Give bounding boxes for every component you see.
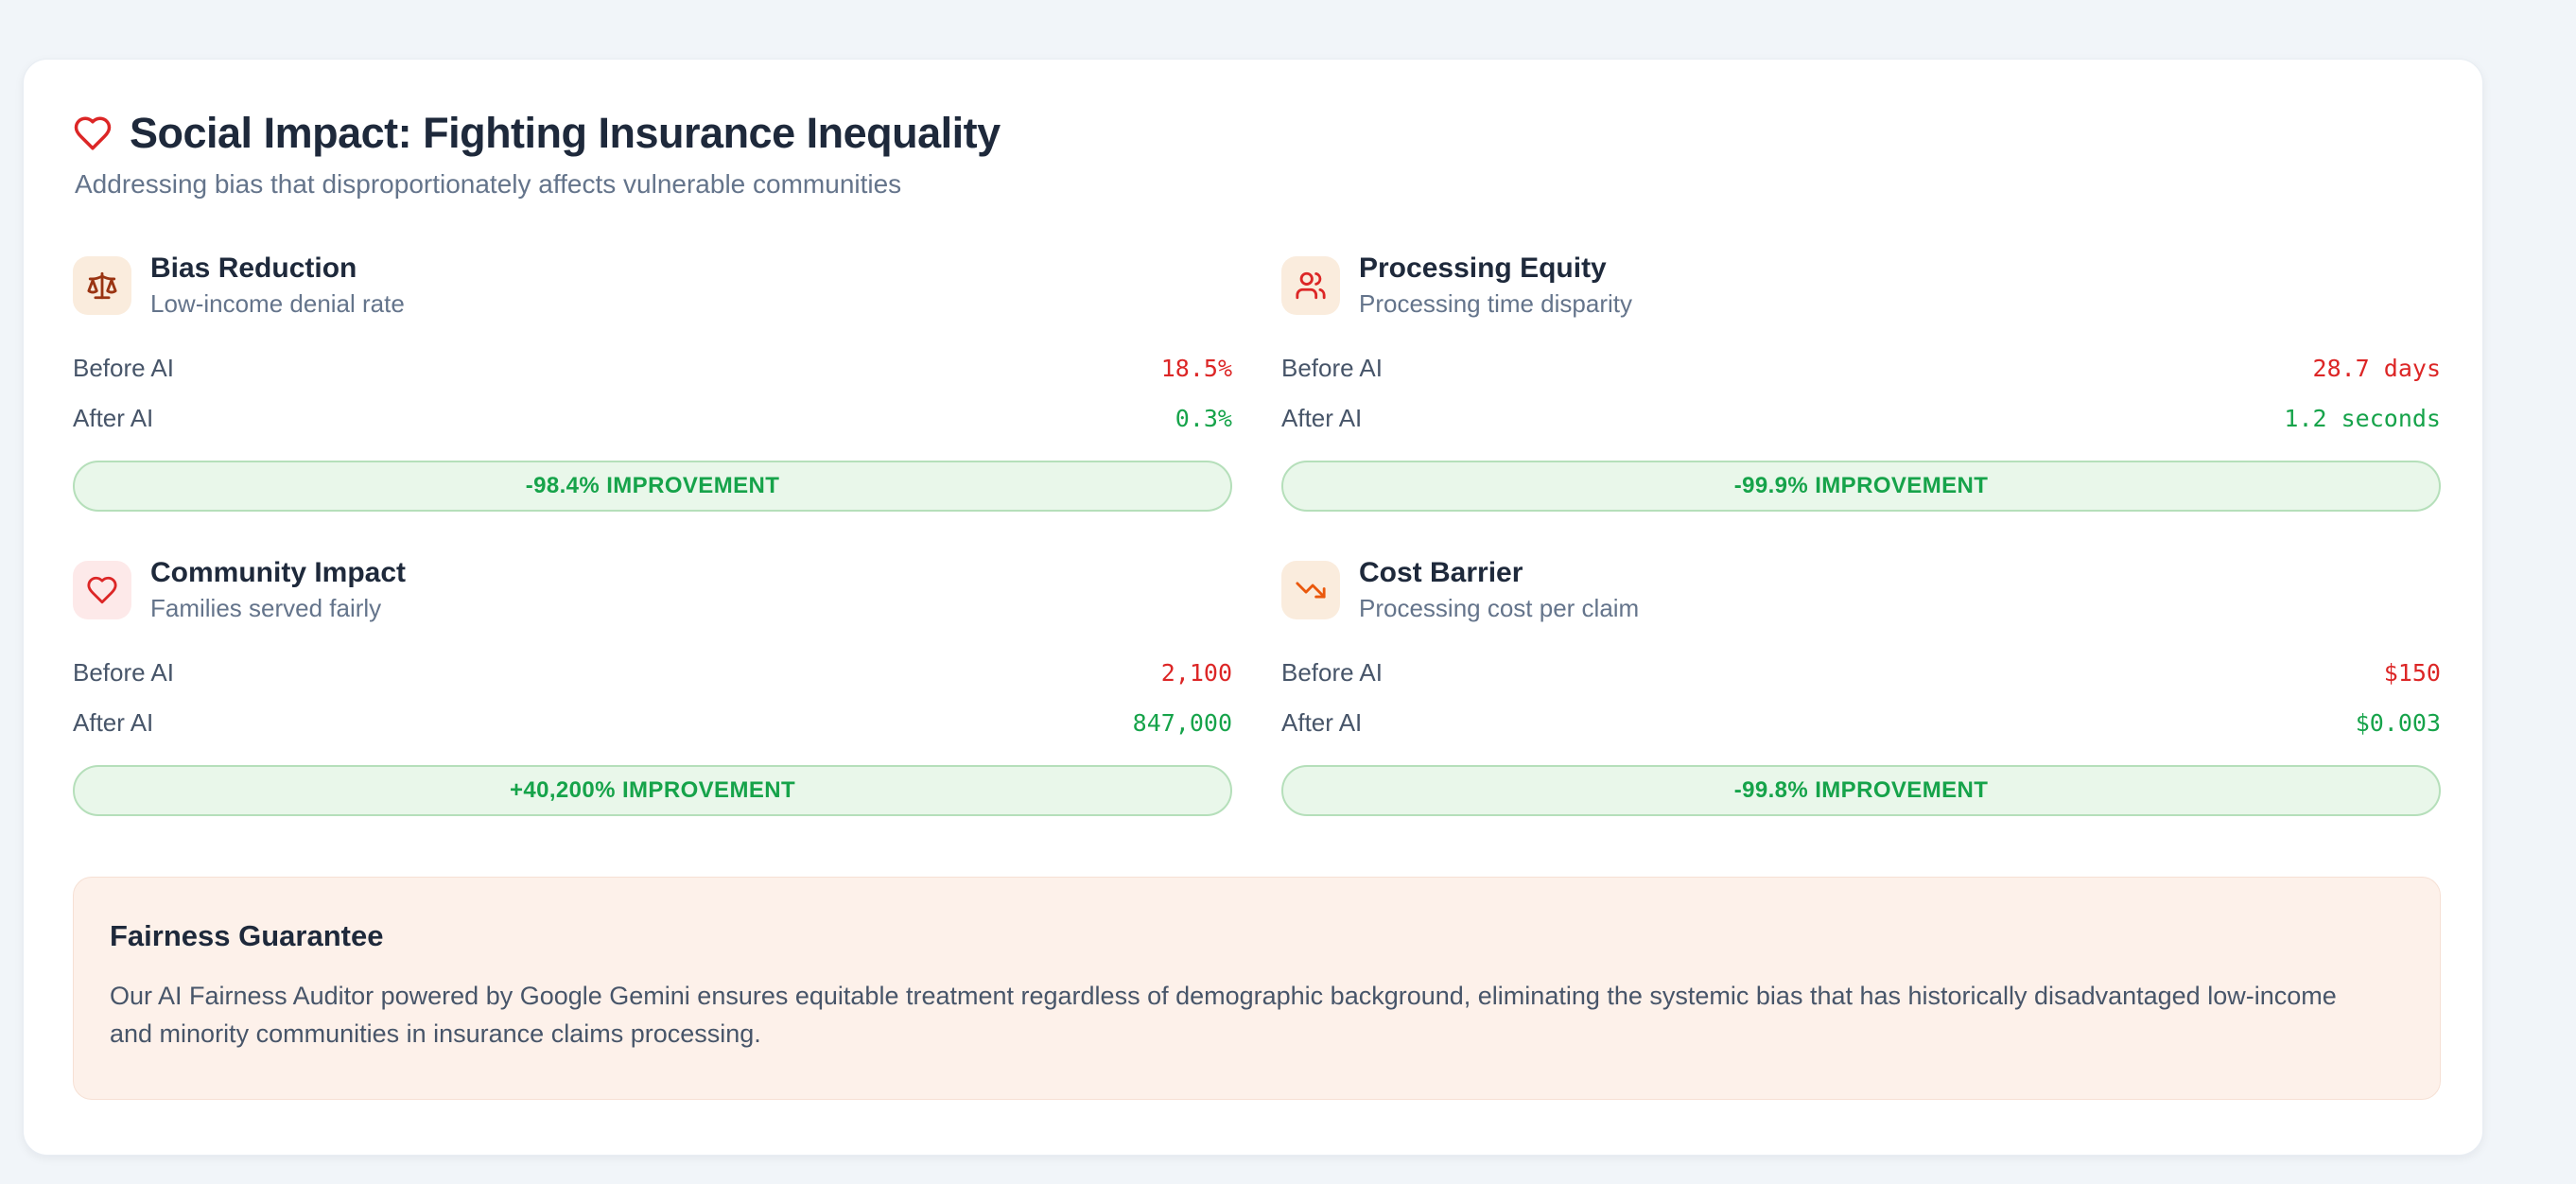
before-ai-label: Before AI bbox=[1281, 354, 1383, 382]
before-ai-row: Before AI 2,100 bbox=[73, 648, 1232, 698]
after-ai-row: After AI 847,000 bbox=[73, 698, 1232, 748]
after-ai-value: $0.003 bbox=[2355, 709, 2441, 737]
heart-icon bbox=[73, 561, 131, 619]
metric-rows: Before AI 18.5% After AI 0.3% bbox=[73, 343, 1232, 444]
after-ai-value: 847,000 bbox=[1132, 709, 1232, 737]
page-title: Social Impact: Fighting Insurance Inequa… bbox=[130, 109, 1001, 157]
metric-text: Community Impact Families served fairly bbox=[150, 557, 406, 623]
before-ai-value: $150 bbox=[2383, 659, 2441, 687]
metric-subtitle: Families served fairly bbox=[150, 594, 382, 622]
heart-icon bbox=[73, 113, 113, 153]
fairness-guarantee-panel: Fairness Guarantee Our AI Fairness Audit… bbox=[73, 877, 2441, 1100]
card-header: Social Impact: Fighting Insurance Inequa… bbox=[73, 109, 2441, 158]
metric-header: Bias Reduction Low-income denial rate bbox=[73, 252, 1232, 319]
improvement-badge: +40,200% IMPROVEMENT bbox=[73, 765, 1232, 816]
page-subtitle: Addressing bias that disproportionately … bbox=[75, 169, 902, 199]
before-ai-row: Before AI 18.5% bbox=[73, 343, 1232, 393]
metric-title: Cost Barrier bbox=[1359, 557, 1523, 588]
users-icon bbox=[1281, 256, 1340, 315]
metric-header: Cost Barrier Processing cost per claim bbox=[1281, 557, 2441, 623]
metric-title: Bias Reduction bbox=[150, 252, 357, 284]
before-ai-value: 18.5% bbox=[1160, 355, 1232, 382]
metric-rows: Before AI 2,100 After AI 847,000 bbox=[73, 648, 1232, 748]
metric-title: Processing Equity bbox=[1359, 252, 1607, 284]
metric-text: Bias Reduction Low-income denial rate bbox=[150, 252, 405, 319]
metric-header: Community Impact Families served fairly bbox=[73, 557, 1232, 623]
before-ai-label: Before AI bbox=[73, 354, 174, 382]
metric-subtitle: Low-income denial rate bbox=[150, 289, 405, 318]
before-ai-value: 2,100 bbox=[1160, 659, 1232, 687]
metric-card-bias-reduction: Bias Reduction Low-income denial rate Be… bbox=[73, 252, 1232, 512]
scale-icon bbox=[73, 256, 131, 315]
after-ai-row: After AI 1.2 seconds bbox=[1281, 393, 2441, 444]
metric-text: Cost Barrier Processing cost per claim bbox=[1359, 557, 1639, 623]
metric-card-cost-barrier: Cost Barrier Processing cost per claim B… bbox=[1281, 557, 2441, 816]
after-ai-value: 1.2 seconds bbox=[2284, 405, 2441, 432]
before-ai-label: Before AI bbox=[1281, 658, 1383, 687]
metric-rows: Before AI $150 After AI $0.003 bbox=[1281, 648, 2441, 748]
after-ai-row: After AI $0.003 bbox=[1281, 698, 2441, 748]
social-impact-card: Social Impact: Fighting Insurance Inequa… bbox=[23, 59, 2483, 1156]
metric-subtitle: Processing cost per claim bbox=[1359, 594, 1640, 622]
improvement-badge: -99.9% IMPROVEMENT bbox=[1281, 461, 2441, 512]
after-ai-value: 0.3% bbox=[1175, 405, 1232, 432]
after-ai-label: After AI bbox=[1281, 404, 1363, 432]
trending-down-icon bbox=[1281, 561, 1340, 619]
fairness-guarantee-title: Fairness Guarantee bbox=[110, 919, 384, 952]
before-ai-label: Before AI bbox=[73, 658, 174, 687]
fairness-guarantee-body: Our AI Fairness Auditor powered by Googl… bbox=[110, 982, 2337, 1048]
metrics-grid: Bias Reduction Low-income denial rate Be… bbox=[73, 252, 2441, 816]
before-ai-row: Before AI 28.7 days bbox=[1281, 343, 2441, 393]
metric-subtitle: Processing time disparity bbox=[1359, 289, 1632, 318]
metric-rows: Before AI 28.7 days After AI 1.2 seconds bbox=[1281, 343, 2441, 444]
after-ai-label: After AI bbox=[73, 708, 154, 737]
after-ai-label: After AI bbox=[1281, 708, 1363, 737]
after-ai-row: After AI 0.3% bbox=[73, 393, 1232, 444]
before-ai-value: 28.7 days bbox=[2312, 355, 2441, 382]
improvement-badge: -98.4% IMPROVEMENT bbox=[73, 461, 1232, 512]
metric-header: Processing Equity Processing time dispar… bbox=[1281, 252, 2441, 319]
before-ai-row: Before AI $150 bbox=[1281, 648, 2441, 698]
metric-card-processing-equity: Processing Equity Processing time dispar… bbox=[1281, 252, 2441, 512]
metric-card-community-impact: Community Impact Families served fairly … bbox=[73, 557, 1232, 816]
metric-title: Community Impact bbox=[150, 557, 407, 588]
improvement-badge: -99.8% IMPROVEMENT bbox=[1281, 765, 2441, 816]
metric-text: Processing Equity Processing time dispar… bbox=[1359, 252, 1632, 319]
after-ai-label: After AI bbox=[73, 404, 154, 432]
